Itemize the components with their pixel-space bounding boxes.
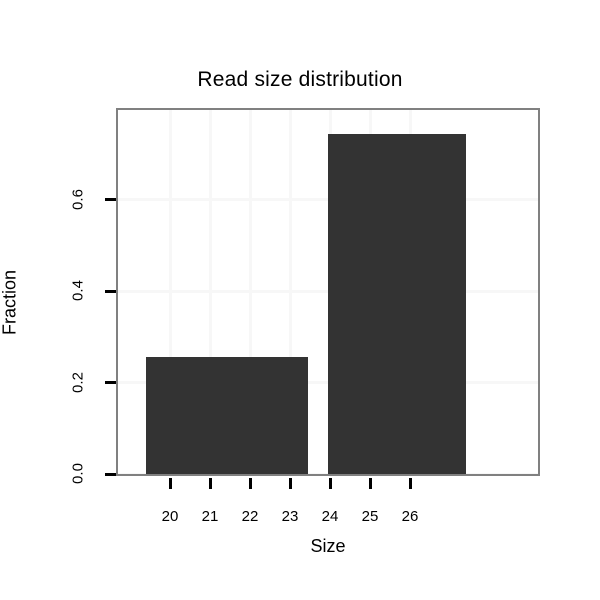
x-tick-22	[248, 478, 252, 489]
y-tick-label-0.0: 0.0	[69, 463, 87, 484]
bar-20-23	[146, 357, 308, 474]
x-tick-25	[368, 478, 372, 489]
x-tick-label-26: 26	[401, 508, 419, 525]
chart-title: Read size distribution	[197, 68, 403, 91]
x-tick-21	[208, 478, 212, 489]
y-tick-0.0	[105, 472, 116, 476]
y-axis-title: Fraction	[0, 269, 20, 336]
y-tick-label-0.2: 0.2	[69, 371, 87, 393]
x-tick-23	[288, 478, 292, 489]
plot-panel	[116, 108, 540, 476]
x-tick-label-25: 25	[361, 508, 379, 525]
x-tick-label-24: 24	[321, 508, 339, 525]
bar-24-26	[328, 133, 466, 474]
x-tick-24	[328, 478, 332, 489]
x-tick-26	[408, 478, 412, 489]
x-tick-label-23: 23	[281, 508, 299, 525]
y-tick-label-0.6: 0.6	[69, 189, 87, 210]
x-axis-title: Size	[310, 536, 346, 556]
x-tick-label-22: 22	[241, 508, 259, 525]
y-tick-0.4	[105, 289, 116, 293]
plot-area	[118, 110, 538, 474]
y-tick-0.2	[105, 381, 116, 385]
x-tick-20	[168, 478, 172, 489]
y-tick-0.6	[105, 198, 116, 202]
x-tick-label-20: 20	[161, 508, 179, 525]
x-tick-label-21: 21	[201, 508, 219, 525]
y-tick-label-0.4: 0.4	[69, 280, 87, 302]
